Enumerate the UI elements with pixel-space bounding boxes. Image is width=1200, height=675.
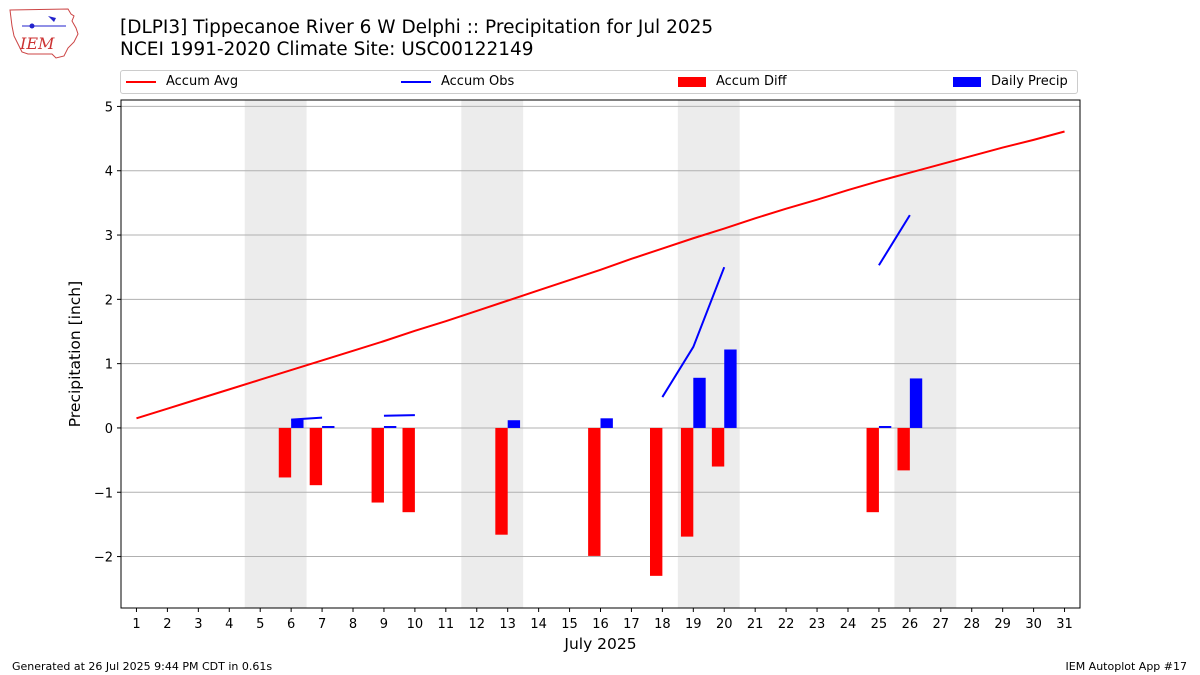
x-tick-label: 21 xyxy=(747,617,764,632)
legend-item-accum-avg: Accum Avg xyxy=(126,74,238,89)
x-tick-label: 26 xyxy=(902,617,919,632)
y-tick-label: 5 xyxy=(105,100,113,115)
legend-swatch xyxy=(953,76,981,87)
generated-timestamp: Generated at 26 Jul 2025 9:44 PM CDT in … xyxy=(12,660,273,673)
x-tick-label: 2 xyxy=(163,617,171,632)
x-tick-label: 18 xyxy=(654,617,671,632)
x-tick-label: 25 xyxy=(871,617,888,632)
x-tick-label: 14 xyxy=(530,617,547,632)
x-tick-label: 17 xyxy=(623,617,640,632)
legend-swatch xyxy=(401,80,431,83)
weekend-band xyxy=(244,100,307,608)
x-tick-label: 13 xyxy=(499,617,516,632)
x-tick-label: 4 xyxy=(225,617,233,632)
x-tick-label: 29 xyxy=(994,617,1011,632)
x-tick-label: 28 xyxy=(963,617,980,632)
legend-label: Accum Diff xyxy=(716,74,787,89)
accum-avg-line xyxy=(136,130,1065,420)
x-tick-label: 20 xyxy=(716,617,733,632)
accum-obs-line xyxy=(383,414,415,417)
x-tick-label: 30 xyxy=(1025,617,1042,632)
y-axis-label: Precipitation [inch] xyxy=(66,281,84,427)
weekend-band xyxy=(461,100,524,608)
x-tick-label: 24 xyxy=(840,617,857,632)
legend-label: Daily Precip xyxy=(991,74,1068,89)
x-tick-label: 10 xyxy=(407,617,424,632)
y-tick-label: −1 xyxy=(94,486,113,501)
legend-item-daily-precip: Daily Precip xyxy=(953,74,1068,89)
daily-precip-bar xyxy=(291,419,304,428)
accum-diff-bar xyxy=(309,427,323,486)
daily-precip-bar xyxy=(878,426,892,428)
y-tick-label: 3 xyxy=(105,229,113,244)
x-tick-label: 3 xyxy=(194,617,202,632)
legend-item-accum-obs: Accum Obs xyxy=(401,74,514,89)
legend-label: Accum Avg xyxy=(166,74,239,89)
y-tick-label: 2 xyxy=(105,293,113,308)
legend-swatch xyxy=(678,76,706,87)
accum-diff-bar xyxy=(588,427,601,556)
daily-precip-bar xyxy=(322,426,335,428)
x-tick-label: 7 xyxy=(318,617,326,632)
weekend-band xyxy=(894,100,957,608)
accum-obs-line xyxy=(291,416,323,421)
iem-logo: IEM xyxy=(8,6,80,60)
accum-diff-bar xyxy=(402,427,415,513)
x-tick-label: 5 xyxy=(256,617,264,632)
x-tick-label: 15 xyxy=(561,617,578,632)
accum-obs-line xyxy=(878,214,911,266)
x-tick-label: 27 xyxy=(933,617,950,632)
x-tick-label: 11 xyxy=(438,617,455,632)
x-tick-label: 12 xyxy=(468,617,485,632)
daily-precip-bar xyxy=(507,420,521,428)
legend-item-accum-diff: Accum Diff xyxy=(678,74,787,89)
x-tick-label: 6 xyxy=(287,617,295,632)
accum-diff-bar xyxy=(866,427,879,513)
daily-precip-bar xyxy=(693,377,706,428)
y-tick-label: 4 xyxy=(105,165,113,180)
accum-obs-line xyxy=(661,266,726,398)
y-tick-label: −2 xyxy=(94,551,113,566)
x-tick-label: 9 xyxy=(380,617,388,632)
x-tick-label: 1 xyxy=(132,617,140,632)
daily-precip-bar xyxy=(383,426,397,428)
accum-diff-bar xyxy=(711,427,725,467)
daily-precip-bar xyxy=(909,378,923,428)
chart-subtitle: NCEI 1991-2020 Climate Site: USC00122149 xyxy=(120,39,534,60)
x-tick-label: 22 xyxy=(778,617,795,632)
legend-label: Accum Obs xyxy=(441,74,515,89)
y-tick-label: 1 xyxy=(105,358,113,373)
x-tick-label: 19 xyxy=(685,617,702,632)
accum-diff-bar xyxy=(649,427,663,576)
x-tick-label: 31 xyxy=(1056,617,1073,632)
legend-swatch xyxy=(126,80,156,83)
chart-legend: Accum Avg Accum Obs Accum Diff Daily Pre… xyxy=(120,70,1078,94)
logo-text: IEM xyxy=(19,34,55,53)
x-tick-label: 16 xyxy=(592,617,609,632)
accum-diff-bar xyxy=(278,427,292,478)
app-credit: IEM Autoplot App #17 xyxy=(1065,660,1188,673)
x-tick-label: 23 xyxy=(809,617,826,632)
y-tick-label: 0 xyxy=(105,422,113,437)
daily-precip-bar xyxy=(600,418,613,428)
daily-precip-bar xyxy=(724,349,737,428)
x-axis-label: July 2025 xyxy=(563,635,636,653)
x-tick-label: 8 xyxy=(349,617,357,632)
accum-diff-bar xyxy=(371,427,384,503)
accum-diff-bar xyxy=(897,427,910,471)
accum-diff-bar xyxy=(495,427,508,535)
accum-diff-bar xyxy=(680,427,694,537)
chart-title: [DLPI3] Tippecanoe River 6 W Delphi :: P… xyxy=(120,17,714,38)
